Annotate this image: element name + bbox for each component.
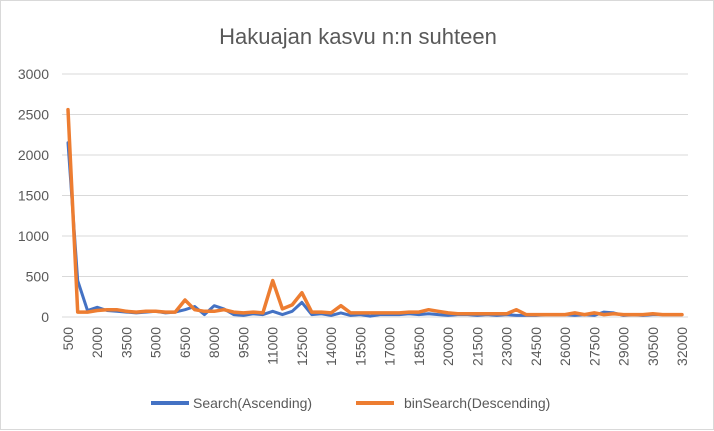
chart-title: Hakuajan kasvu n:n suhteen [219,24,497,49]
x-tick-label: 21500 [469,327,485,366]
y-tick-label: 1500 [18,188,49,204]
plot-series [66,107,684,318]
y-tick-label: 3000 [18,66,49,82]
x-tick-label: 15500 [352,327,368,366]
y-tick-label: 0 [41,309,49,325]
x-tick-label: 500 [60,327,76,351]
y-tick-label: 2500 [18,107,49,123]
x-tick-label: 9500 [235,327,251,358]
x-axis: 500 2000 3500 5000 6500 8000 9500 11000 12500 140… [60,327,690,366]
y-tick-label: 2000 [18,147,49,163]
y-tick-label: 500 [26,269,50,285]
x-tick-label: 20000 [440,327,456,366]
x-tick-label: 18500 [411,327,427,366]
x-tick-label: 2000 [89,327,105,358]
legend: Search(Ascending) binSearch(Descending) [151,395,550,411]
x-tick-label: 27500 [586,327,602,366]
x-tick-label: 5000 [148,327,164,358]
legend-label-1: Search(Ascending) [193,395,312,411]
series-line-2 [66,107,684,317]
x-tick-label: 26000 [557,327,573,366]
y-axis: 0 500 1000 1500 2000 2500 3000 [18,66,49,325]
x-tick-label: 23000 [499,327,515,366]
x-tick-label: 17000 [382,327,398,366]
x-tick-label: 8000 [206,327,222,358]
x-tick-label: 29000 [616,327,632,366]
x-tick-label: 6500 [177,327,193,358]
x-tick-label: 12500 [294,327,310,366]
x-tick-label: 3500 [118,327,134,358]
x-tick-label: 32000 [674,327,690,366]
x-tick-label: 30500 [645,327,661,366]
x-tick-label: 11000 [265,327,281,365]
x-tick-label: 24500 [528,327,544,366]
x-tick-label: 14000 [323,327,339,366]
gridlines [62,73,688,318]
y-tick-label: 1000 [18,228,49,244]
legend-label-2: binSearch(Descending) [404,395,550,411]
series-line-1 [66,141,684,318]
